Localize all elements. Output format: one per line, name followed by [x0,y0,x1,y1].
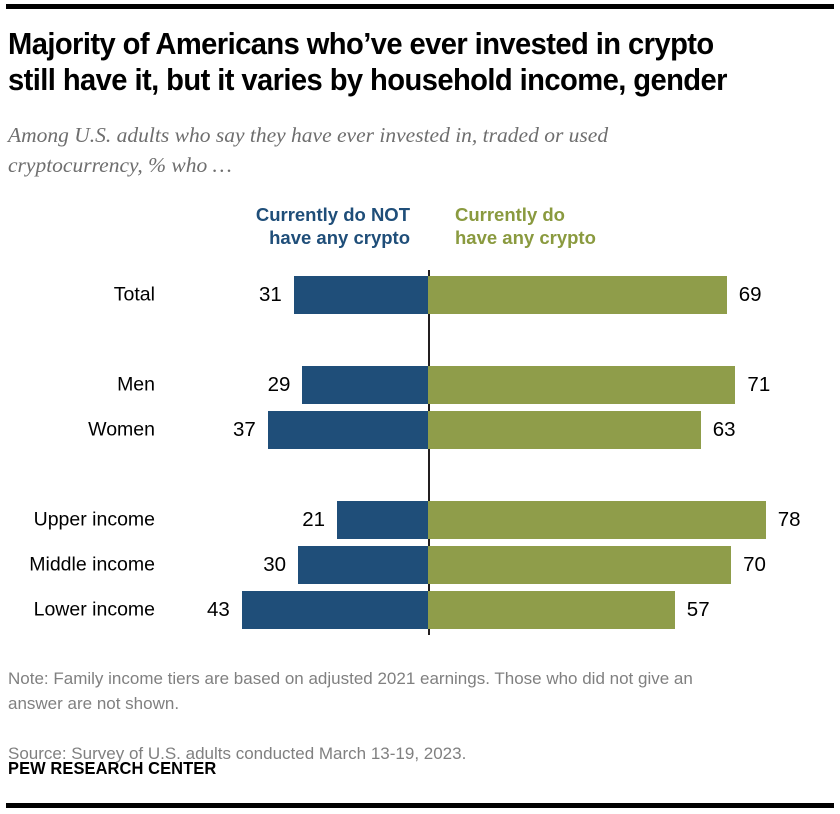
value-label-have-crypto: 63 [712,418,736,441]
value-label-have-crypto: 70 [743,553,766,576]
legend-have-crypto-line-1: Currently do [455,204,565,225]
bottom-divider [6,803,834,808]
note-line-1: Note: Family income tiers are based on a… [8,669,693,688]
bar-no-crypto [241,591,428,629]
title-line-2: still have it, but it varies by househol… [8,63,727,97]
subtitle-line-2: cryptocurrency, % who … [8,153,232,177]
bar-no-crypto [267,411,428,449]
chart-legend: Currently do NOT have any crypto Current… [0,203,840,259]
bar-have-crypto [428,501,766,539]
value-label-no-crypto: 43 [206,598,230,621]
bar-have-crypto [428,546,732,584]
subtitle-line-1: Among U.S. adults who say they have ever… [8,123,609,147]
value-label-no-crypto: 37 [232,418,256,441]
top-divider [6,4,834,9]
bar-have-crypto [428,366,736,404]
zero-axis-line [428,270,430,635]
value-label-no-crypto: 31 [258,283,282,306]
bar-have-crypto [428,411,701,449]
chart-subtitle: Among U.S. adults who say they have ever… [8,120,798,180]
bar-have-crypto [428,276,727,314]
legend-no-crypto-line-1: Currently do NOT [255,204,410,225]
pew-research-center-footer: PEW RESEARCH CENTER [8,758,217,778]
bar-row: Middle income 30 70 [0,546,840,584]
chart-note: Note: Family income tiers are based on a… [8,666,832,716]
bar-no-crypto [298,546,428,584]
title-line-1: Majority of Americans who’ve ever invest… [8,27,714,61]
category-label: Lower income [33,598,155,621]
legend-no-crypto-line-2: have any crypto [269,227,410,248]
bar-row: Women 37 63 [0,411,840,449]
bar-no-crypto [337,501,428,539]
bar-have-crypto [428,591,675,629]
value-label-no-crypto: 21 [302,508,326,531]
bar-row: Lower income 43 57 [0,591,840,629]
category-label: Total [113,283,155,306]
value-label-have-crypto: 57 [686,598,710,621]
bar-no-crypto [302,366,428,404]
value-label-no-crypto: 29 [267,373,291,396]
bar-row: Upper income 21 78 [0,501,840,539]
category-label: Middle income [29,553,155,576]
bar-row: Men 29 71 [0,366,840,404]
value-label-have-crypto: 78 [777,508,801,531]
chart-source: Source: Survey of U.S. adults conducted … [8,744,467,763]
bar-row: Total 31 69 [0,276,840,314]
category-label: Men [117,373,155,396]
legend-have-crypto-line-2: have any crypto [455,227,596,248]
category-label: Upper income [33,508,155,531]
value-label-no-crypto: 30 [263,553,287,576]
note-line-2: answer are not shown. [8,694,180,713]
value-label-have-crypto: 71 [747,373,771,396]
category-label: Women [88,418,155,441]
bar-no-crypto [293,276,428,314]
legend-item-no-crypto: Currently do NOT have any crypto [150,203,410,249]
legend-item-have-crypto: Currently do have any crypto [455,203,755,249]
value-label-have-crypto: 69 [738,283,762,306]
page-title: Majority of Americans who’ve ever invest… [8,26,795,98]
